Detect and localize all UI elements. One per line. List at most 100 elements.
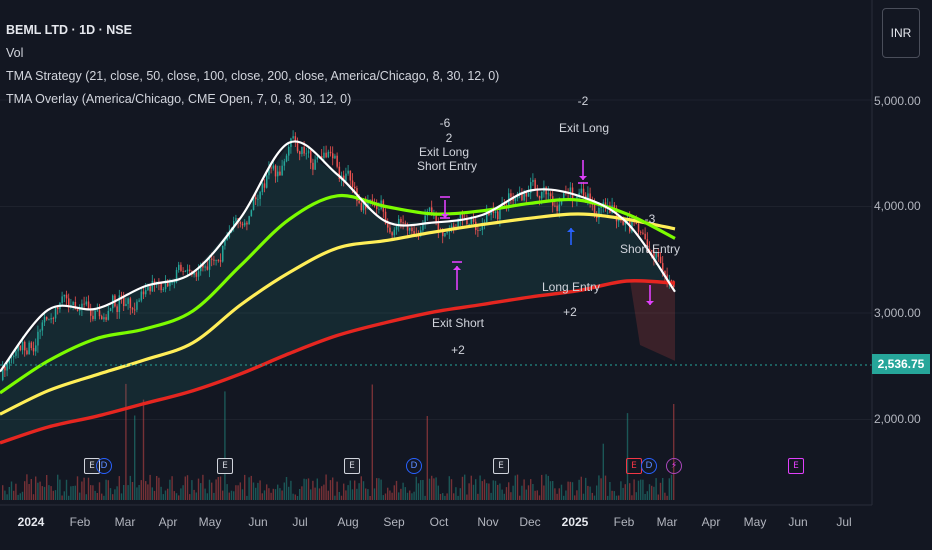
candle [244, 219, 246, 228]
dividend-icon[interactable]: D [406, 458, 422, 474]
volume-bar [354, 480, 356, 500]
volume-bar [519, 495, 521, 500]
volume-bar [651, 485, 653, 500]
earnings-icon[interactable]: E [344, 458, 360, 474]
volume-bar [228, 492, 230, 500]
volume-bar [558, 488, 560, 500]
volume-bar [74, 485, 76, 500]
time-tick-jul-2025: Jul [836, 515, 852, 529]
volume-bar [461, 476, 464, 500]
volume-bar [512, 485, 514, 500]
volume-bar [332, 477, 334, 500]
ema-21-line [0, 140, 676, 373]
ema-200-line [0, 279, 676, 445]
candle [277, 165, 279, 183]
time-tick-apr-2025: Apr [701, 515, 721, 529]
candle [241, 221, 244, 229]
dividend-icon[interactable]: D [96, 458, 112, 474]
volume-bar [371, 384, 373, 500]
candle [98, 303, 101, 320]
time-tick-dec: Dec [519, 515, 541, 529]
candle [125, 297, 127, 307]
volume-bar [530, 479, 532, 500]
volume-bar [175, 493, 178, 500]
volume-bar [563, 495, 565, 500]
volume-bar [116, 486, 118, 500]
volume-bar [164, 490, 167, 500]
candle [659, 252, 662, 264]
candle [648, 241, 651, 252]
candle [92, 309, 94, 322]
legend-volume[interactable]: Vol [6, 46, 24, 60]
volume-bar [549, 481, 552, 500]
candle [395, 225, 398, 235]
candle [398, 215, 400, 232]
volume-bar [246, 495, 248, 500]
candle [307, 146, 310, 158]
candle [2, 361, 4, 382]
legend-tma-overlay[interactable]: TMA Overlay (America/Chicago, CME Open, … [6, 92, 352, 106]
volume-bar [103, 495, 105, 500]
candle [54, 307, 57, 322]
candle [248, 215, 250, 225]
earnings-icon[interactable]: E [493, 458, 509, 474]
volume-bar [387, 487, 389, 500]
candle [534, 178, 536, 190]
volume-bar [415, 476, 417, 500]
volume-bar [576, 490, 578, 500]
volume-bar [657, 494, 659, 500]
volume-bar [76, 476, 79, 500]
volume-bar [510, 492, 512, 500]
volume-bar [134, 415, 136, 500]
candle [48, 318, 50, 321]
candle [107, 306, 110, 321]
time-tick-jun: Jun [248, 515, 268, 529]
candle [140, 288, 143, 303]
volume-bar [391, 492, 393, 500]
volume-bar [37, 482, 39, 500]
price-tick-5000: 5,000.00 [874, 94, 921, 108]
split-lightning-icon[interactable]: ⚡ [666, 458, 682, 474]
volume-bar [631, 495, 633, 500]
earnings-icon[interactable]: E [626, 458, 642, 474]
candle [131, 306, 134, 314]
volume-bar [435, 477, 437, 500]
volume-bar [255, 487, 257, 500]
volume-bar [15, 483, 17, 500]
earnings-icon[interactable]: E [788, 458, 804, 474]
volume-bar [613, 491, 615, 500]
time-tick-feb-2025: Feb [613, 515, 635, 529]
price-tick-3000: 3,000.00 [874, 306, 921, 320]
short-entry-arrow [441, 200, 449, 218]
candle [127, 297, 129, 310]
volume-bar [129, 475, 131, 500]
volume-bar [186, 475, 189, 500]
candle [266, 172, 268, 189]
symbol-title[interactable]: BEML LTD · 1D · NSE [6, 23, 132, 37]
short-entry-2-qty: -3 [644, 212, 656, 226]
currency-button[interactable]: INR [882, 8, 920, 58]
legend-tma-strategy[interactable]: TMA Strategy (21, close, 50, close, 100,… [6, 69, 500, 83]
candle [134, 302, 136, 315]
volume-bar [79, 492, 81, 500]
candle [109, 307, 112, 312]
candle [116, 304, 118, 319]
volume-bar [444, 495, 446, 500]
volume-bar [4, 490, 6, 500]
candle [642, 229, 644, 235]
volume-bar [257, 482, 259, 500]
candle [233, 216, 235, 232]
candle [437, 217, 440, 239]
volume-bar [622, 487, 624, 500]
volume-bar [431, 475, 433, 500]
volume-bar [98, 482, 101, 500]
dividend-icon[interactable]: D [641, 458, 657, 474]
volume-bar [470, 475, 472, 500]
volume-bar [156, 476, 158, 500]
volume-bar [479, 475, 481, 500]
candle [314, 155, 316, 170]
candle [486, 204, 488, 224]
earnings-icon[interactable]: E [217, 458, 233, 474]
